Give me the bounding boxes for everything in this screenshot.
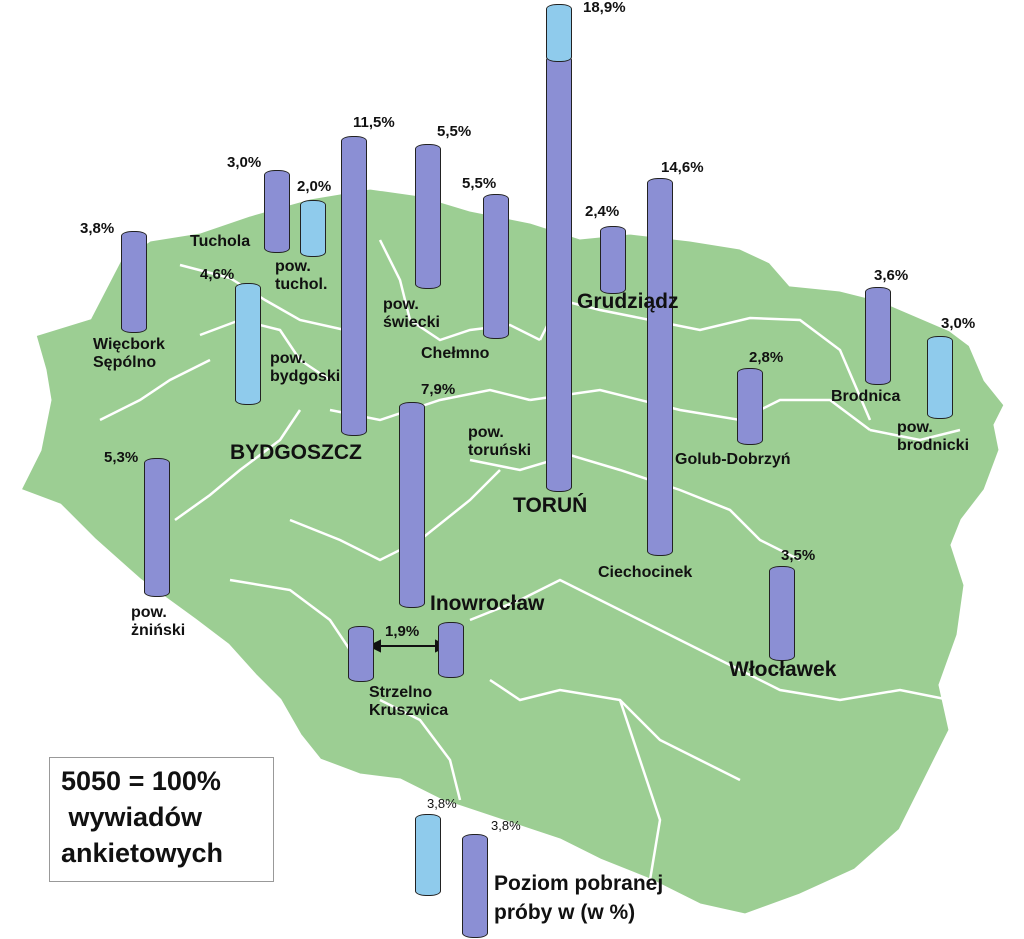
bar-tuchola <box>264 170 290 253</box>
legend-total-line1: 5050 = 100% <box>61 766 221 796</box>
value-golub: 2,8% <box>749 349 784 366</box>
value-bydgoski: 4,6% <box>200 266 235 283</box>
value-tuchol: 2,0% <box>297 178 332 195</box>
bar-ciechocinek <box>647 178 673 556</box>
value-brodnicki: 3,0% <box>941 315 976 332</box>
district-borders <box>99 239 961 881</box>
label-chelmno: Chełmno <box>421 345 490 362</box>
bar-inowroclaw <box>399 402 425 608</box>
label-inowroclaw: Inowrocław <box>430 592 545 615</box>
legend-total-line2: wywiadów <box>61 802 203 832</box>
bar-grudziadz <box>600 226 626 294</box>
bar-strzelno-left <box>348 626 374 682</box>
label-wloclawek: Włocławek <box>729 658 837 681</box>
label-strzelno: Strzelno Kruszwica <box>369 684 449 719</box>
bar-wloclawek <box>769 566 795 661</box>
bar-swiecki <box>415 144 441 289</box>
label-ciechocinek: Ciechocinek <box>598 564 693 581</box>
value-chelmno: 5,5% <box>462 175 497 192</box>
bar-torun-light <box>546 4 572 62</box>
legend-value-light: 3,8% <box>427 796 457 811</box>
legend-total-line3: ankietowych <box>61 838 224 868</box>
bar-bydgoski <box>235 283 261 405</box>
value-brodnica: 3,6% <box>874 267 909 284</box>
value-wloclawek: 3,5% <box>781 547 816 564</box>
bar-brodnica <box>865 287 891 385</box>
bar-brodnicki <box>927 336 953 419</box>
label-grudziadz: Grudziądz <box>577 290 679 313</box>
label-pow-brodnicki: pow. brodnicki <box>897 419 970 454</box>
bar-torun-dark <box>546 55 572 492</box>
label-torun: TORUŃ <box>513 494 588 517</box>
bar-zninski <box>144 458 170 597</box>
label-tuchola: Tuchola <box>190 233 251 250</box>
label-wiecbork: Więcbork Sępólno <box>93 336 165 371</box>
label-pow-tuchol: pow. tuchol. <box>275 258 328 293</box>
legend-total-box <box>49 757 274 882</box>
label-brodnica: Brodnica <box>831 388 901 405</box>
label-pow-swiecki: pow. świecki <box>383 296 440 331</box>
label-bydgoszcz: BYDGOSZCZ <box>230 441 362 464</box>
bar-wiecbork <box>121 231 147 333</box>
value-zninski: 5,3% <box>104 449 139 466</box>
bar-bydgoszcz <box>341 136 367 436</box>
label-pow-zninski: pow. żniński <box>131 604 186 639</box>
legend-value-dark: 3,8% <box>491 818 521 833</box>
bar-tuchol <box>300 200 326 257</box>
value-torun: 18,9% <box>583 0 626 16</box>
value-inowroclaw: 7,9% <box>421 381 456 398</box>
label-pow-bydgoski: pow. bydgoski <box>270 350 341 385</box>
value-strzelno: 1,9% <box>385 623 420 640</box>
label-pow-torunski: pow. toruński <box>468 424 532 459</box>
value-tuchola: 3,0% <box>227 154 262 171</box>
legend-caption-line1: Poziom pobranej <box>494 872 664 895</box>
legend-caption-line2: próby w (w %) <box>494 901 636 924</box>
bar-chelmno <box>483 194 509 339</box>
legend-bar-light <box>415 814 441 896</box>
legend-bar-dark <box>462 834 488 938</box>
label-golub: Golub-Dobrzyń <box>675 451 791 468</box>
bar-golub <box>737 368 763 445</box>
value-swiecki: 5,5% <box>437 123 472 140</box>
value-ciechocinek: 14,6% <box>661 159 704 176</box>
value-wiecbork: 3,8% <box>80 220 115 237</box>
bar-strzelno-right <box>438 622 464 678</box>
value-bydgoszcz: 11,5% <box>353 114 395 131</box>
value-grudziadz: 2,4% <box>585 203 620 220</box>
